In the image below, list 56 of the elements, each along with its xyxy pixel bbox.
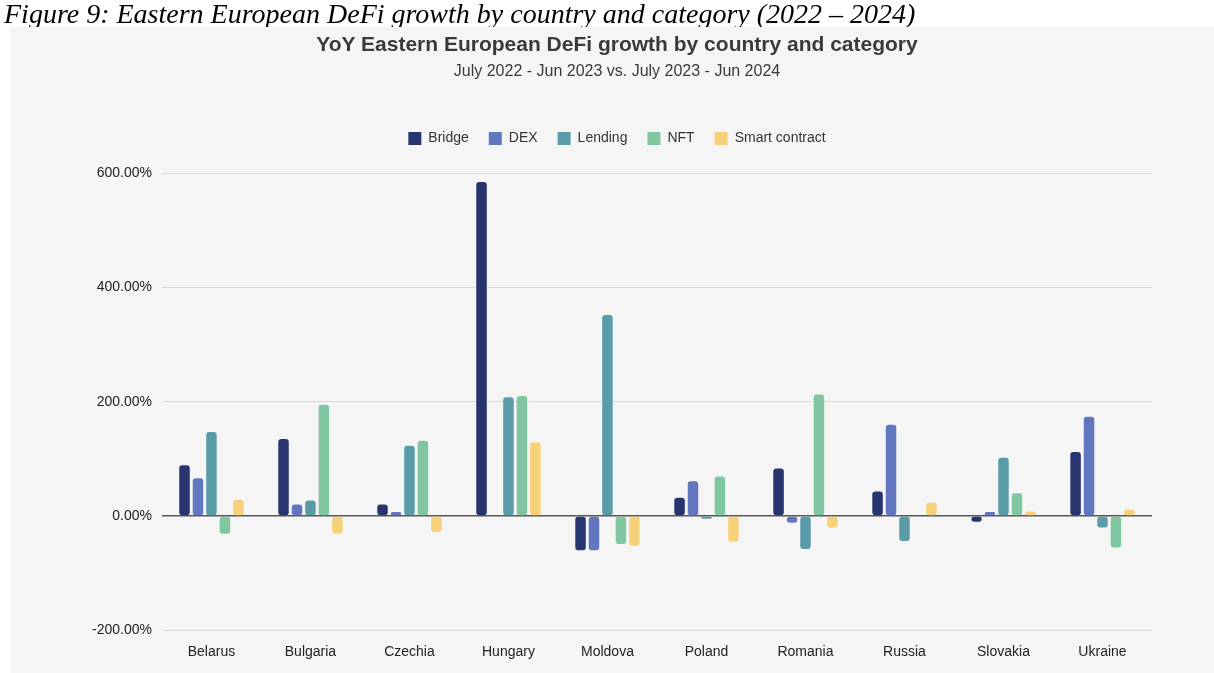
bar (800, 516, 811, 550)
x-tick-label: Russia (883, 643, 927, 660)
bar (332, 516, 343, 534)
y-tick-label: 600.00% (96, 164, 152, 181)
bar (998, 457, 1009, 516)
bar (575, 516, 586, 551)
chart-subtitle: July 2022 - Jun 2023 vs. July 2023 - Jun 2024 (453, 62, 781, 80)
bar (1011, 493, 1023, 516)
bar (503, 397, 514, 516)
bar (773, 468, 784, 516)
x-tick-label: Hungary (481, 643, 535, 660)
chart-title: YoY Eastern European DeFi growth by country and category (316, 32, 918, 56)
bar (192, 478, 204, 516)
bar (872, 491, 883, 516)
bar (476, 181, 487, 516)
y-tick-label: 0.00% (112, 506, 152, 523)
y-tick-label: 400.00% (96, 278, 152, 295)
bar (206, 432, 217, 516)
bar (813, 394, 825, 516)
bar (687, 481, 699, 516)
x-tick-label: Slovakia (977, 643, 1031, 660)
bar (516, 396, 528, 516)
bar (629, 516, 640, 546)
legend-label: DEX (508, 129, 539, 146)
x-tick-label: Poland (684, 643, 729, 660)
bar (179, 465, 190, 516)
bar (714, 476, 726, 516)
legend-label: NFT (667, 129, 696, 146)
legend-label: Bridge (428, 129, 470, 146)
y-tick-label: 200.00% (96, 392, 152, 409)
bar (899, 516, 910, 542)
bar (530, 442, 541, 516)
bar (728, 516, 739, 542)
bar (219, 516, 231, 534)
x-tick-label: Moldova (581, 643, 635, 660)
caption: Figure 9: Eastern European DeFi growth by country and category (2022 – 2024) (4, 0, 916, 29)
y-tick-label: -200.00% (91, 621, 152, 638)
x-tick-label: Romania (777, 643, 834, 660)
legend-label: Lending (577, 129, 628, 146)
bar (615, 516, 627, 544)
bar (404, 445, 415, 516)
bar (318, 404, 330, 516)
x-tick-label: Belarus (187, 643, 236, 660)
bar (1110, 516, 1122, 548)
x-tick-label: Czechia (384, 643, 435, 660)
bar (1083, 416, 1095, 516)
x-tick-label: Ukraine (1078, 643, 1127, 660)
x-tick-label: Bulgaria (284, 643, 337, 660)
bar (674, 497, 685, 516)
bar (885, 424, 897, 516)
bar (602, 315, 613, 516)
bar (588, 516, 600, 551)
legend-label: Smart contract (734, 129, 826, 146)
bar (1070, 452, 1081, 516)
bar (278, 438, 289, 516)
bar (417, 440, 429, 516)
